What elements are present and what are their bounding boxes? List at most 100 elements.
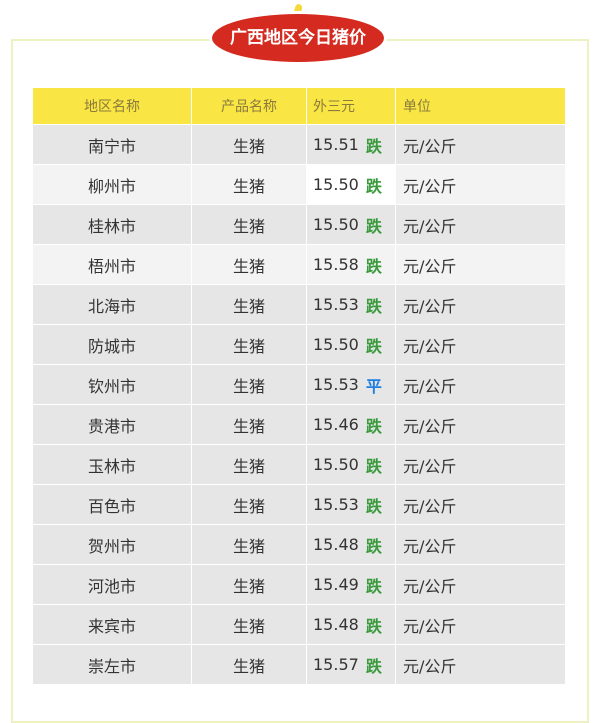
price: 15.50: [313, 215, 359, 234]
price: 15.49: [313, 575, 359, 594]
product-cell: 生猪: [192, 165, 307, 204]
product-cell: 生猪: [192, 605, 307, 644]
header-cell: 单位: [403, 99, 431, 115]
price: 15.53: [313, 295, 359, 314]
trend: 跌: [365, 176, 382, 196]
table-row: 柳州市 生猪 15.50 跌 元/公斤: [33, 164, 565, 204]
product-cell: 生猪: [192, 365, 307, 404]
table-row: 崇左市 生猪 15.57 跌 元/公斤: [33, 644, 565, 684]
product-cell: 生猪: [192, 565, 307, 604]
trend: 跌: [365, 136, 382, 156]
unit-cell: 元/公斤: [403, 456, 457, 476]
trend: 跌: [365, 296, 382, 316]
trend: 跌: [365, 616, 382, 636]
unit-cell: 元/公斤: [403, 616, 457, 636]
trend: 跌: [365, 336, 382, 356]
region-cell: 百色市: [33, 485, 192, 524]
price: 15.53: [313, 495, 359, 514]
title: 广西地区今日猪价: [230, 28, 366, 48]
price-cell: 15.48 跌: [307, 525, 396, 564]
unit-cell: 元/公斤: [403, 216, 457, 236]
region-cell: 贺州市: [33, 525, 192, 564]
table-row: 来宾市 生猪 15.48 跌 元/公斤: [33, 604, 565, 644]
unit-cell: 元/公斤: [403, 416, 457, 436]
price-cell: 15.50 跌: [307, 445, 396, 484]
price-cell: 15.50 跌: [307, 205, 396, 244]
header-cell: 外三元: [307, 88, 396, 124]
trend: 跌: [365, 416, 382, 436]
table-row: 桂林市 生猪 15.50 跌 元/公斤: [33, 204, 565, 244]
price: 15.48: [313, 535, 359, 554]
title-badge: 广西地区今日猪价: [212, 14, 384, 62]
price-cell: 15.50 跌: [307, 165, 396, 204]
trend: 跌: [365, 536, 382, 556]
unit-cell: 元/公斤: [403, 256, 457, 276]
product-cell: 生猪: [192, 525, 307, 564]
region-cell: 崇左市: [33, 645, 192, 684]
region-cell: 河池市: [33, 565, 192, 604]
header-row: 地区名称 产品名称 外三元 单位: [33, 88, 565, 124]
table-row: 贵港市 生猪 15.46 跌 元/公斤: [33, 404, 565, 444]
table-row: 钦州市 生猪 15.53 平 元/公斤: [33, 364, 565, 404]
table-row: 百色市 生猪 15.53 跌 元/公斤: [33, 484, 565, 524]
price-cell: 15.50 跌: [307, 325, 396, 364]
trend: 跌: [365, 576, 382, 596]
price: 15.50: [313, 455, 359, 474]
region-cell: 柳州市: [33, 165, 192, 204]
page: 广西地区今日猪价 地区名称 产品名称 外三元 单位 南宁市 生猪 15.51 跌元/公斤 柳州市…: [11, 3, 589, 723]
table-row: 玉林市 生猪 15.50 跌 元/公斤: [33, 444, 565, 484]
price-cell: 15.53 平: [307, 365, 396, 404]
product-cell: 生猪: [192, 485, 307, 524]
product-cell: 生猪: [192, 205, 307, 244]
price: 15.48: [313, 615, 359, 634]
unit-cell: 元/公斤: [403, 336, 457, 356]
price-cell: 15.49 跌: [307, 565, 396, 604]
product-cell: 生猪: [192, 245, 307, 284]
table-row: 梧州市 生猪 15.58 跌 元/公斤: [33, 244, 565, 284]
table-row: 河池市 生猪 15.49 跌 元/公斤: [33, 564, 565, 604]
table-row: 贺州市 生猪 15.48 跌 元/公斤: [33, 524, 565, 564]
region-cell: 防城市: [33, 325, 192, 364]
price-cell: 15.51 跌: [307, 125, 396, 164]
price: 15.51: [313, 135, 359, 154]
product-cell: 生猪: [192, 125, 307, 164]
price-cell: 15.53 跌: [307, 485, 396, 524]
trend: 跌: [365, 496, 382, 516]
unit-cell: 元/公斤: [403, 176, 457, 196]
table-row: 防城市 生猪 15.50 跌 元/公斤: [33, 324, 565, 364]
product-cell: 生猪: [192, 405, 307, 444]
region-cell: 桂林市: [33, 205, 192, 244]
header-cell: 产品名称: [192, 88, 307, 124]
trend: 跌: [365, 216, 382, 236]
trend: 跌: [365, 656, 382, 676]
price-cell: 15.48 跌: [307, 605, 396, 644]
header-cell: 地区名称: [33, 88, 192, 124]
trend: 平: [365, 376, 382, 396]
price-cell: 15.57 跌: [307, 645, 396, 684]
table-row: 南宁市 生猪 15.51 跌 元/公斤: [33, 124, 565, 164]
price: 15.50: [313, 175, 359, 194]
unit-cell: 元/公斤: [403, 496, 457, 516]
price-cell: 15.53 跌: [307, 285, 396, 324]
price: 15.57: [313, 655, 359, 674]
region-cell: 北海市: [33, 285, 192, 324]
price-cell: 15.58 跌: [307, 245, 396, 284]
table-row: 北海市 生猪 15.53 跌 元/公斤: [33, 284, 565, 324]
price: 15.46: [313, 415, 359, 434]
unit-cell: 元/公斤: [403, 296, 457, 316]
region-cell: 梧州市: [33, 245, 192, 284]
price: 15.58: [313, 255, 359, 274]
product-cell: 生猪: [192, 445, 307, 484]
region-cell: 南宁市: [33, 125, 192, 164]
region-cell: 钦州市: [33, 365, 192, 404]
unit-cell: 元/公斤: [403, 136, 457, 156]
price-cell: 15.46 跌: [307, 405, 396, 444]
unit-cell: 元/公斤: [403, 376, 457, 396]
product-cell: 生猪: [192, 645, 307, 684]
region-cell: 玉林市: [33, 445, 192, 484]
unit-cell: 元/公斤: [403, 656, 457, 676]
product-cell: 生猪: [192, 285, 307, 324]
unit-cell: 元/公斤: [403, 576, 457, 596]
price: 15.50: [313, 335, 359, 354]
price-table: 地区名称 产品名称 外三元 单位 南宁市 生猪 15.51 跌元/公斤 柳州市 生猪 15.50 跌元…: [33, 88, 565, 684]
